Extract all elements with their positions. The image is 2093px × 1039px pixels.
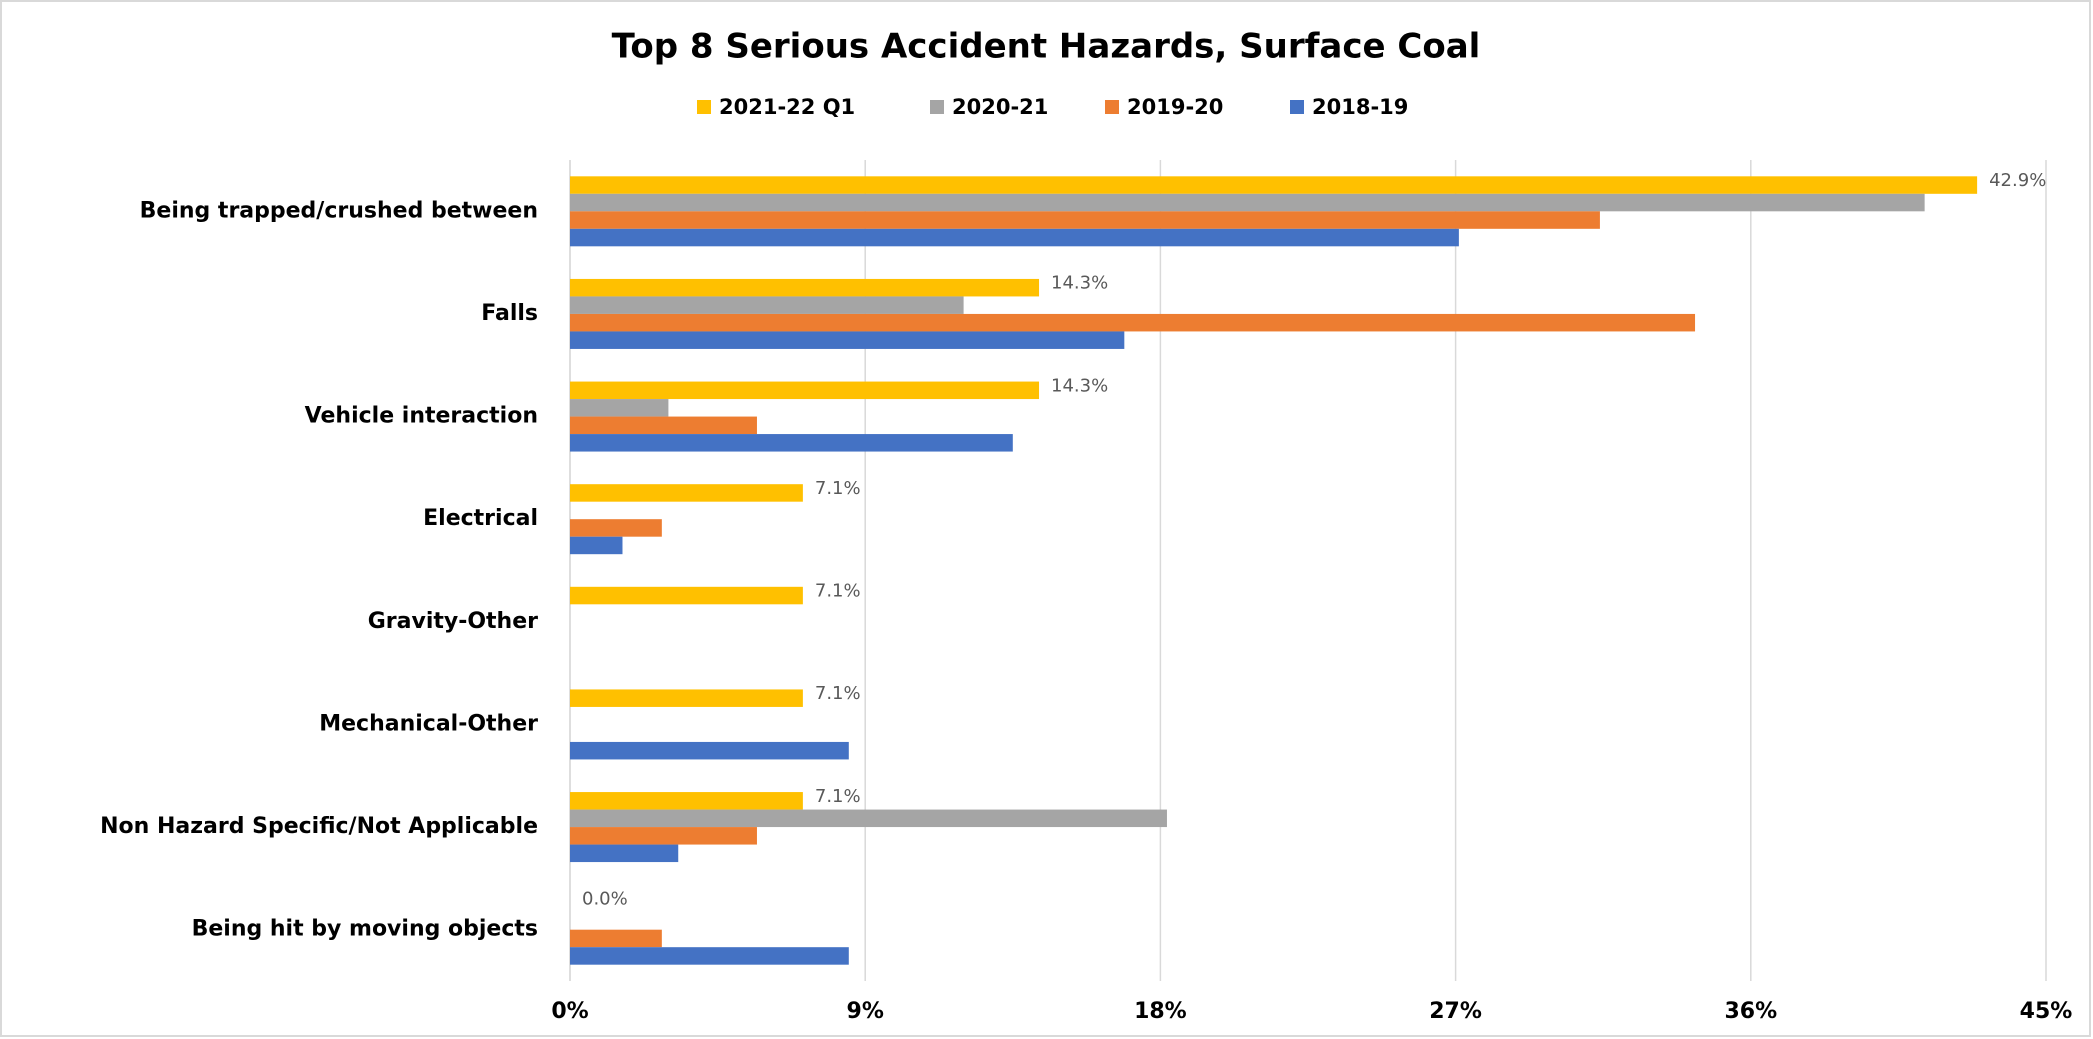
value-label: 42.9% — [1989, 170, 2046, 191]
bar — [570, 228, 1459, 247]
y-tick-label: Non Hazard Specific/Not Applicable — [100, 814, 538, 839]
bar — [570, 381, 1040, 400]
value-label: 0.0% — [582, 888, 628, 909]
x-tick-label: 0% — [551, 999, 588, 1024]
y-tick-label: Mechanical-Other — [319, 711, 538, 736]
y-tick-label: Being hit by moving objects — [192, 917, 538, 942]
y-tick-label: Gravity-Other — [368, 609, 538, 634]
bar — [570, 331, 1125, 349]
legend-swatch — [697, 100, 711, 114]
bar — [570, 484, 803, 502]
value-label: 14.3% — [1051, 375, 1108, 396]
chart-title: Top 8 Serious Accident Hazards, Surface … — [612, 27, 1481, 67]
bar — [570, 929, 662, 948]
legend-swatch — [1105, 100, 1119, 114]
bar — [570, 434, 1013, 452]
value-label: 7.1% — [815, 786, 861, 807]
bar — [570, 689, 803, 707]
bar — [570, 193, 1925, 212]
y-tick-label: Being trapped/crushed between — [140, 198, 538, 223]
value-label: 7.1% — [815, 478, 861, 499]
legend-swatch — [930, 100, 944, 114]
value-label: 14.3% — [1051, 273, 1108, 294]
bar — [570, 416, 757, 435]
bar — [570, 313, 1696, 332]
legend-label: 2020-21 — [952, 95, 1048, 119]
bar — [570, 827, 757, 845]
x-tick-label: 9% — [847, 999, 884, 1024]
bar — [570, 519, 662, 537]
y-tick-label: Falls — [481, 301, 538, 326]
legend-label: 2018-19 — [1312, 95, 1408, 119]
y-tick-label: Electrical — [423, 506, 538, 531]
bar — [570, 741, 849, 760]
bar — [570, 176, 1978, 194]
value-label: 7.1% — [815, 683, 861, 704]
bar — [570, 792, 803, 810]
bar — [570, 586, 803, 605]
bar — [570, 211, 1600, 229]
bar — [570, 809, 1167, 828]
legend-label: 2021-22 Q1 — [719, 95, 855, 119]
bar — [570, 399, 669, 417]
x-tick-label: 18% — [1134, 999, 1187, 1024]
legend-label: 2019-20 — [1127, 95, 1223, 119]
x-tick-label: 45% — [2020, 999, 2073, 1024]
value-label: 7.1% — [815, 581, 861, 602]
bar — [570, 278, 1040, 297]
bar — [570, 296, 964, 314]
x-tick-label: 27% — [1429, 999, 1482, 1024]
bar — [570, 947, 849, 965]
x-tick-label: 36% — [1724, 999, 1777, 1024]
legend-swatch — [1290, 100, 1304, 114]
bar — [570, 536, 623, 555]
bar — [570, 844, 679, 863]
y-tick-label: Vehicle interaction — [305, 404, 538, 429]
